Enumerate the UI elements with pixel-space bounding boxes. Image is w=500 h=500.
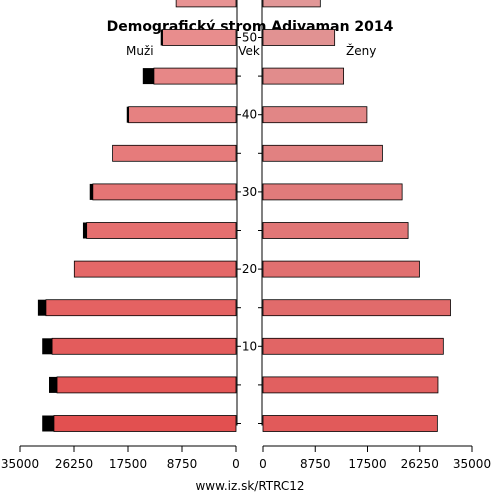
- x-tick-label-right: 17500: [348, 457, 386, 471]
- male-bar: [56, 376, 237, 394]
- age-tick-label: 20: [242, 262, 257, 276]
- x-tick-label-right: 26250: [401, 457, 439, 471]
- male-bar: [53, 415, 237, 432]
- male-excess-bar: [37, 299, 46, 316]
- x-tick-label-left: 35000: [1, 457, 39, 471]
- x-tick-label-right: 0: [259, 457, 267, 471]
- x-tick-label-left: 17500: [109, 457, 147, 471]
- female-bar: [262, 337, 444, 355]
- male-bar: [162, 29, 237, 46]
- male-excess-bar: [82, 222, 87, 239]
- male-bar: [45, 299, 237, 317]
- female-bar: [262, 67, 345, 85]
- male-excess-bar: [42, 338, 53, 355]
- male-excess-bar: [160, 29, 163, 46]
- female-bar: [262, 183, 403, 201]
- x-tick-label-left: 8750: [167, 457, 198, 471]
- age-tick-label: 10: [242, 339, 257, 353]
- male-bar: [86, 222, 237, 239]
- male-excess-bar: [49, 376, 58, 393]
- male-excess-bar: [126, 106, 129, 123]
- source-label: www.iz.sk/RTRC12: [195, 479, 304, 493]
- x-tick-label-right: 35000: [453, 457, 491, 471]
- male-excess-bar: [42, 415, 54, 432]
- age-tick-label: 50: [242, 31, 257, 45]
- female-bar: [262, 376, 439, 394]
- female-bar: [262, 0, 321, 8]
- x-tick-label-left: 26250: [55, 457, 93, 471]
- bars-layer: [37, 0, 451, 432]
- male-bar: [153, 67, 237, 85]
- female-bar: [262, 222, 409, 239]
- female-bar: [262, 415, 438, 432]
- male-excess-bar: [142, 68, 154, 85]
- male-bar: [175, 0, 237, 8]
- right-series-label: Ženy: [346, 43, 376, 58]
- male-bar: [112, 144, 237, 162]
- axes-layer: 1020304050607080903500026250175008750008…: [1, 0, 491, 471]
- male-bar: [128, 106, 237, 124]
- male-excess-bar: [89, 183, 93, 200]
- female-bar: [262, 106, 368, 124]
- male-bar: [92, 183, 237, 201]
- center-axis-label: Vek: [238, 44, 260, 58]
- female-bar: [262, 29, 336, 46]
- female-bar: [262, 299, 451, 317]
- x-tick-label-left: 0: [232, 457, 240, 471]
- left-series-label: Muži: [126, 44, 154, 58]
- x-tick-label-right: 8750: [300, 457, 331, 471]
- male-bar: [73, 260, 237, 278]
- male-bar: [51, 337, 237, 355]
- female-bar: [262, 144, 383, 162]
- age-tick-label: 30: [242, 185, 257, 199]
- female-bar: [262, 260, 420, 278]
- age-tick-label: 40: [242, 108, 257, 122]
